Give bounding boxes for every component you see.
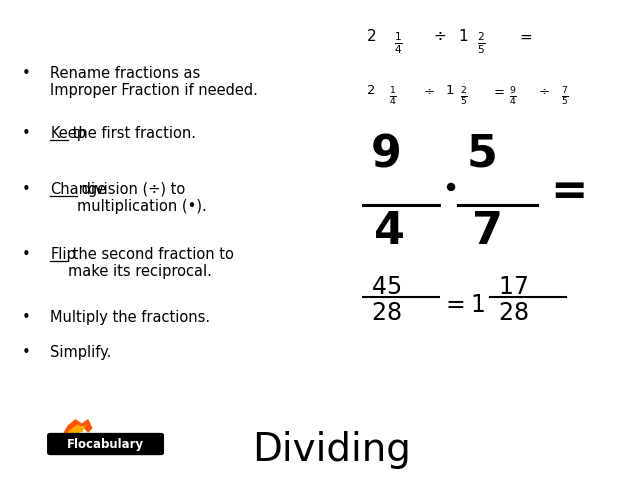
- Text: the second fraction to
make its reciprocal.: the second fraction to make its reciproc…: [68, 247, 234, 279]
- Text: $\frac{7}{5}$: $\frac{7}{5}$: [561, 86, 569, 108]
- Text: Flip: Flip: [50, 247, 76, 262]
- Text: $\mathbf{5}$: $\mathbf{5}$: [466, 133, 496, 176]
- Text: $\mathbf{9}$: $\mathbf{9}$: [369, 133, 399, 176]
- Text: $28$: $28$: [371, 301, 402, 325]
- Text: $\mathbf{4}$: $\mathbf{4}$: [373, 210, 404, 253]
- FancyBboxPatch shape: [47, 433, 164, 455]
- Polygon shape: [50, 419, 93, 451]
- Text: $\frac{1}{4}$: $\frac{1}{4}$: [394, 30, 403, 56]
- Text: $\frac{2}{5}$: $\frac{2}{5}$: [477, 30, 486, 56]
- Text: Dividing: Dividing: [252, 431, 411, 468]
- Text: Simplify.: Simplify.: [50, 344, 112, 360]
- Text: •: •: [22, 309, 31, 325]
- Text: division (÷) to
multiplication (•).: division (÷) to multiplication (•).: [77, 182, 207, 214]
- Text: $2$: $2$: [366, 84, 376, 97]
- Text: $\mathbf{=}$: $\mathbf{=}$: [542, 168, 586, 211]
- Text: •: •: [22, 66, 31, 80]
- Polygon shape: [61, 424, 86, 441]
- Text: $45$: $45$: [371, 275, 402, 299]
- Text: •: •: [22, 182, 31, 197]
- Text: $\bullet$: $\bullet$: [441, 172, 456, 201]
- Text: $1$: $1$: [445, 84, 455, 97]
- Text: $=$: $=$: [491, 84, 505, 97]
- Text: Multiply the fractions.: Multiply the fractions.: [50, 309, 211, 325]
- Text: $\div$: $\div$: [538, 84, 550, 97]
- Text: $\div$: $\div$: [424, 84, 435, 97]
- Text: •: •: [22, 344, 31, 360]
- Text: Keep: Keep: [50, 126, 86, 141]
- Text: $\frac{2}{5}$: $\frac{2}{5}$: [460, 86, 468, 108]
- Text: the first fraction.: the first fraction.: [68, 126, 196, 141]
- Text: $\frac{1}{4}$: $\frac{1}{4}$: [389, 86, 396, 108]
- Text: •: •: [22, 247, 31, 262]
- Text: $=$: $=$: [517, 28, 533, 44]
- Text: $= 1$: $= 1$: [441, 293, 485, 318]
- Text: Flocabulary: Flocabulary: [67, 437, 144, 451]
- Text: Change: Change: [50, 182, 107, 197]
- Text: •: •: [22, 126, 31, 141]
- Text: $2$: $2$: [366, 28, 376, 45]
- Text: $28$: $28$: [498, 301, 528, 325]
- Text: $17$: $17$: [498, 275, 528, 299]
- Text: $1$: $1$: [458, 28, 468, 45]
- Text: $\div$: $\div$: [433, 28, 446, 44]
- Text: Rename fractions as
Improper Fraction if needed.: Rename fractions as Improper Fraction if…: [50, 66, 258, 98]
- Text: $\frac{9}{4}$: $\frac{9}{4}$: [508, 86, 517, 108]
- Text: $\mathbf{7}$: $\mathbf{7}$: [471, 210, 500, 253]
